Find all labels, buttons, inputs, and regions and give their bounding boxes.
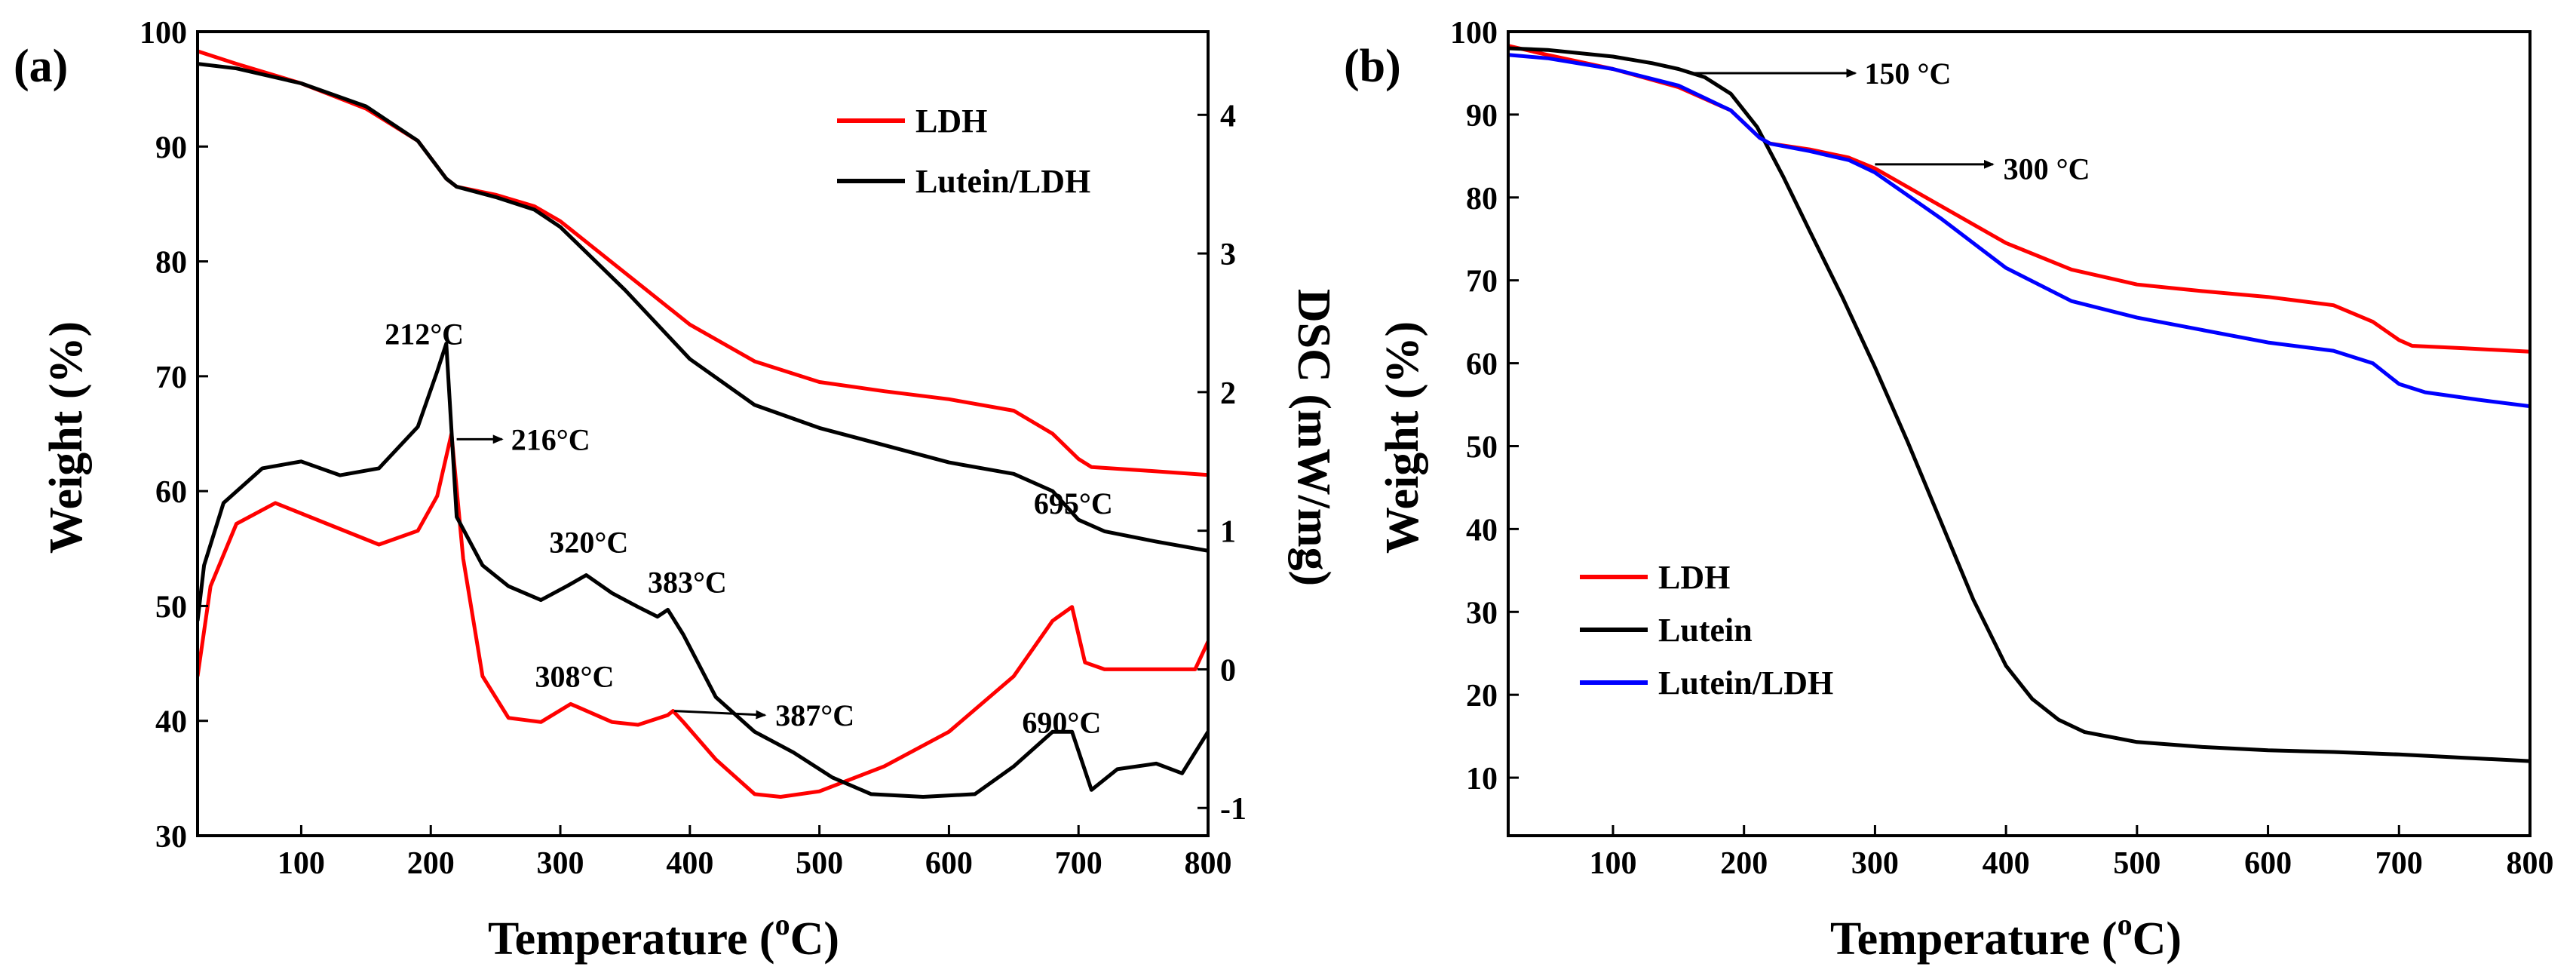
panel-a-y2label: DSC (mW/mg) <box>1288 289 1339 586</box>
plot-frame <box>196 30 1210 837</box>
series-line-ldh-tg <box>198 49 1208 477</box>
x-tick-label: 500 <box>796 846 843 881</box>
y-tick-label: 50 <box>1466 430 1498 465</box>
x-tick-label: 200 <box>1720 846 1768 881</box>
y-tick-label: 90 <box>1466 99 1498 134</box>
series-line-ldh-dsc <box>198 431 1208 799</box>
plot-a: 100 200 300 400 500 600 700 8003040506070809010… <box>140 16 1247 881</box>
annotation-label: 690°C <box>1022 705 1101 739</box>
panel-b-label: (b) <box>1344 41 1401 92</box>
panel-b-xlabel: Temperature (oC) <box>1830 907 2182 965</box>
x-tick-label: 300 <box>537 846 584 881</box>
series-line-lutein-ldh-tg <box>198 62 1208 553</box>
y-tick-label: 100 <box>1450 16 1498 51</box>
annotation-arrow <box>674 710 767 720</box>
y-tick-label: 60 <box>1466 348 1498 382</box>
y-tick-label: 20 <box>1466 679 1498 714</box>
x-tick-label: 600 <box>2244 846 2292 881</box>
x-tick-label: 600 <box>925 846 973 881</box>
plot-b: 100 200 300 400 500 600 700 800 10 20 30 40 50 60 70 80… <box>1450 16 2554 881</box>
y2-tick-label: 3 <box>1220 238 1236 272</box>
annotation-label: 150 °C <box>1865 57 1952 91</box>
panel-b-ylabel: Weight (%) <box>1377 321 1428 554</box>
panel-a: (a) 100 200 300 400 500 600 700 800304050607080… <box>14 16 1339 965</box>
x-tick-label: 100 <box>278 846 325 881</box>
x-tick-label: 500 <box>2113 846 2160 881</box>
annotation-label: 300 °C <box>2004 152 2090 186</box>
annotation-label: 216°C <box>511 422 590 456</box>
legend-label: Lutein/LDH <box>1658 664 1833 701</box>
y-tick-label: 80 <box>1466 182 1498 216</box>
y2-tick-label: 1 <box>1220 515 1236 550</box>
x-tick-label: 400 <box>1983 846 2030 881</box>
y2-tick-label: -1 <box>1220 792 1247 827</box>
x-tick-label: 800 <box>1185 846 1232 881</box>
panel-a-ylabel: Weight (%) <box>41 321 92 554</box>
y-tick-label: 70 <box>1466 265 1498 299</box>
panel-a-label: (a) <box>14 41 68 92</box>
y-tick-label: 70 <box>155 361 187 395</box>
legend-label: Lutein <box>1658 612 1753 649</box>
x-tick-label: 200 <box>407 846 455 881</box>
x-tick-label: 400 <box>666 846 713 881</box>
annotation-label: 212°C <box>385 318 464 351</box>
annotation-label: 387°C <box>775 698 854 732</box>
annotation-label: 308°C <box>535 660 614 694</box>
series-group <box>1508 44 2530 763</box>
y-tick-label: 30 <box>1466 596 1498 631</box>
series-group <box>198 49 1208 799</box>
x-tick-label: 300 <box>1851 846 1899 881</box>
y2-tick-label: 2 <box>1220 376 1236 411</box>
y-tick-label: 10 <box>1466 762 1498 796</box>
panel-a-xlabel: Temperature (oC) <box>488 907 839 965</box>
legend-label: LDH <box>1658 559 1730 596</box>
x-tick-label: 100 <box>1589 846 1636 881</box>
series-line-lutein-ldh <box>1508 53 2530 409</box>
y-tick-label: 40 <box>155 705 187 740</box>
y2-tick-label: 0 <box>1220 653 1236 688</box>
y2-tick-label: 4 <box>1220 99 1236 134</box>
series-line-ldh <box>1508 44 2530 354</box>
y-tick-label: 30 <box>155 820 187 855</box>
legend-label: Lutein/LDH <box>915 163 1090 200</box>
y-tick-label: 40 <box>1466 513 1498 548</box>
series-line-lutein <box>1508 46 2530 763</box>
y-tick-label: 50 <box>155 590 187 625</box>
y-tick-label: 80 <box>155 246 187 281</box>
y-tick-label: 60 <box>155 475 187 510</box>
annotation-label: 320°C <box>549 525 628 559</box>
panel-b: (b) 100 200 300 400 500 600 700 800 10 20 30 40 50 60… <box>1344 16 2554 965</box>
x-tick-label: 700 <box>2375 846 2423 881</box>
y-tick-label: 90 <box>155 130 187 165</box>
legend-label: LDH <box>915 103 987 140</box>
annotation-label: 383°C <box>648 566 727 600</box>
series-line-lutein-ldh-dsc <box>198 342 1208 799</box>
x-tick-label: 700 <box>1055 846 1102 881</box>
annotation-label: 695°C <box>1034 486 1113 520</box>
x-tick-label: 800 <box>2507 846 2554 881</box>
plot-frame <box>1507 30 2532 837</box>
y-tick-label: 100 <box>140 16 187 51</box>
